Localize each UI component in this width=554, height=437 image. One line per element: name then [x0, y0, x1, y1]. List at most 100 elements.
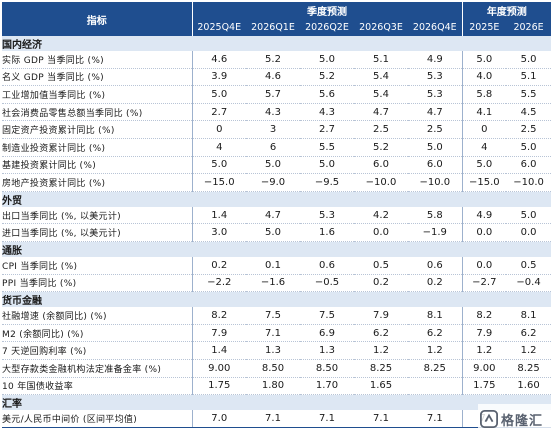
- value-cell: 0.2: [191, 256, 246, 275]
- value-cell: 7.1: [408, 410, 463, 428]
- row-label: PPI 当季同比 (%): [2, 274, 192, 293]
- value-cell: 0.6: [300, 256, 354, 275]
- value-cell: 5.3: [300, 206, 354, 225]
- value-cell: 5.4: [354, 68, 408, 87]
- table-row: 名义 GDP 当季同比 (%) 3.9 4.6 5.2 5.4 5.3 4.0 5.1: [2, 68, 552, 87]
- value-cell: −2.7: [461, 274, 507, 293]
- value-cell: 5.0: [506, 206, 552, 225]
- value-cell: 3.9: [191, 68, 246, 87]
- row-label: 房地产投资累计同比 (%): [2, 173, 192, 192]
- table-row: 房地产投资累计同比 (%) −15.0 −9.0 −9.5 −10.0 −10.0 −15.…: [2, 173, 552, 192]
- section-title: 国内经济: [2, 36, 552, 51]
- watermark: 格隆汇: [478, 404, 552, 434]
- value-cell: 0.0: [354, 223, 408, 242]
- value-cell: 5.0: [408, 138, 463, 157]
- value-cell: 5.2: [246, 51, 300, 69]
- value-cell: 5.3: [408, 68, 463, 87]
- value-cell: 1.65: [354, 377, 408, 396]
- value-cell: 6.0: [354, 156, 408, 175]
- row-label: CPI 当季同比 (%): [2, 256, 192, 275]
- value-cell: 1.3: [300, 341, 354, 360]
- row-label: 社融增速 (余额同比) (%): [2, 307, 192, 325]
- value-cell: 4.3: [300, 103, 354, 122]
- value-cell: 0.5: [506, 256, 552, 275]
- value-cell: 5.0: [246, 156, 300, 175]
- value-cell: 4.6: [191, 51, 246, 69]
- value-cell: −9.0: [246, 173, 300, 192]
- table-row: 美元/人民币中间价 (区间平均值)7.07.17.17.17.17.: [2, 410, 552, 428]
- value-cell: 7.9: [354, 307, 408, 325]
- indicator-header: 指标: [2, 2, 192, 36]
- section-row: 通胀: [2, 241, 552, 257]
- table-row: PPI 当季同比 (%) −2.2 −1.6 −0.5 0.2 0.2 −2.7 −0.4: [2, 274, 552, 293]
- value-cell: 2.5: [506, 120, 552, 139]
- value-cell: 5.5: [506, 85, 552, 104]
- value-cell: −1.9: [408, 223, 463, 242]
- value-cell: 6.0: [506, 156, 552, 175]
- value-cell: 1.80: [246, 377, 300, 396]
- value-cell: 5.8: [461, 85, 507, 104]
- value-cell: 5.1: [506, 68, 552, 87]
- table-row: 出口当季同比 (%, 以美元计) 1.4 4.7 5.3 4.2 5.8 4.9 5.0: [2, 206, 552, 225]
- value-cell: 7.5: [300, 307, 354, 325]
- table-row: 进口当季同比 (%, 以美元计) 3.0 5.0 1.6 0.0 −1.9 0.0 0.0: [2, 223, 552, 242]
- value-cell: 4.3: [246, 103, 300, 122]
- value-cell: 4.1: [461, 103, 507, 122]
- value-cell: 8.2: [191, 307, 246, 325]
- value-cell: 5.0: [300, 156, 354, 175]
- value-cell: 5.2: [354, 138, 408, 157]
- watermark-text: 格隆汇: [501, 413, 544, 429]
- row-label: 名义 GDP 当季同比 (%): [2, 68, 192, 87]
- value-cell: 1.75: [461, 377, 507, 396]
- section-row: 汇率: [2, 394, 552, 411]
- value-cell: [408, 377, 463, 396]
- value-cell: −9.5: [300, 173, 354, 192]
- value-cell: 8.50: [246, 359, 300, 378]
- value-cell: 6.0: [408, 156, 463, 175]
- value-cell: 5.3: [408, 85, 463, 104]
- column-header: 2025E: [461, 19, 507, 36]
- value-cell: 6.2: [408, 324, 463, 343]
- value-cell: 5.0: [191, 156, 246, 175]
- table-row: 基建投资累计同比 (%) 5.0 5.0 5.0 6.0 6.0 5.0 6.0: [2, 156, 552, 175]
- value-cell: −15.0: [191, 173, 246, 192]
- value-cell: 8.1: [408, 307, 463, 325]
- row-label: 工业增加值当季同比 (%): [2, 85, 192, 104]
- value-cell: −10.0: [354, 173, 408, 192]
- value-cell: 7.9: [191, 324, 246, 343]
- section-row: 国内经济: [2, 36, 552, 51]
- section-row: 外贸: [2, 191, 552, 207]
- value-cell: 0.2: [354, 274, 408, 293]
- row-label: 基建投资累计同比 (%): [2, 156, 192, 175]
- value-cell: 5.0: [461, 156, 507, 175]
- row-label: 固定资产投资累计同比 (%): [2, 120, 192, 139]
- annual-forecast-header: 年度预测: [461, 2, 552, 19]
- value-cell: 6.2: [354, 324, 408, 343]
- table-row: 工业增加值当季同比 (%) 5.0 5.7 5.6 5.4 5.3 5.8 5.5: [2, 85, 552, 104]
- value-cell: 7.5: [246, 307, 300, 325]
- value-cell: 5.2: [300, 68, 354, 87]
- table-row: M2 (余额同比) (%) 7.9 7.1 6.9 6.2 6.2 7.9 6.2: [2, 324, 552, 343]
- value-cell: 6.9: [300, 324, 354, 343]
- table-row: CPI 当季同比 (%) 0.2 0.1 0.6 0.5 0.6 0.0 0.5: [2, 256, 552, 275]
- value-cell: 4.6: [246, 68, 300, 87]
- value-cell: 4.9: [408, 51, 463, 69]
- value-cell: 0: [191, 120, 246, 139]
- value-cell: 5.0: [300, 51, 354, 69]
- value-cell: 0.0: [461, 223, 507, 242]
- value-cell: 5.4: [354, 85, 408, 104]
- row-label: 10 年国债收益率: [2, 377, 192, 396]
- value-cell: 1.70: [300, 377, 354, 396]
- table-row: 社会消费品零售总额当季同比 (%) 2.7 4.3 4.3 4.7 4.7 4.1 4.5: [2, 103, 552, 122]
- column-header: 2026Q1E: [246, 19, 300, 36]
- value-cell: 7.1: [300, 410, 354, 428]
- value-cell: 3.0: [191, 223, 246, 242]
- value-cell: 4.5: [506, 103, 552, 122]
- value-cell: 1.2: [506, 341, 552, 360]
- value-cell: 1.6: [300, 223, 354, 242]
- value-cell: 1.60: [506, 377, 552, 396]
- table-body: 国内经济 实际 GDP 当季同比 (%) 4.6 5.2 5.0 5.1 4.9 5.0 5.0…: [2, 36, 552, 428]
- value-cell: 7.9: [461, 324, 507, 343]
- table-row: 大型存款类金融机构法定准备金率 (%) 9.00 8.50 8.50 8.25 8.25 9…: [2, 359, 552, 378]
- value-cell: 5.0: [506, 51, 552, 69]
